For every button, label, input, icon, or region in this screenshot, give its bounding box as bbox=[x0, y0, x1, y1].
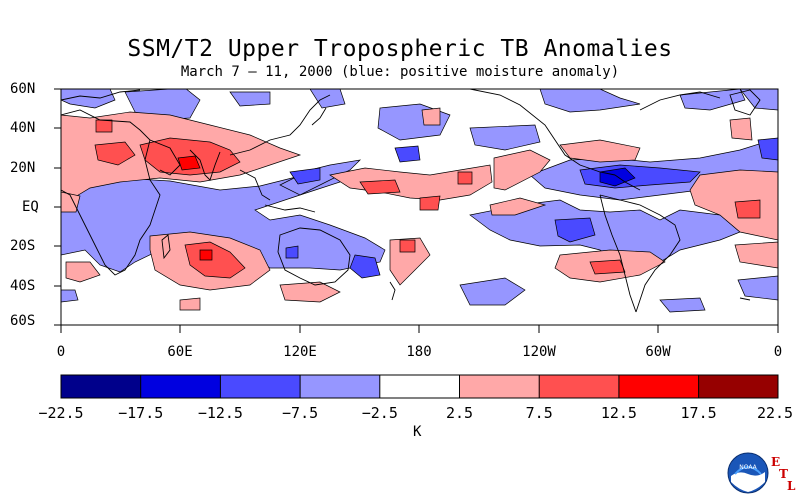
lon-label: 60W bbox=[645, 344, 671, 360]
lat-label: EQ bbox=[22, 199, 39, 215]
lat-label: 20N bbox=[10, 160, 36, 176]
colorbar-swatch bbox=[618, 375, 699, 398]
lat-label: 40S bbox=[10, 278, 36, 294]
colorbar-swatch bbox=[300, 375, 380, 398]
colorbar-unit-label: K bbox=[413, 424, 422, 440]
lon-label: 0 bbox=[773, 344, 783, 360]
etl-letter: L bbox=[787, 479, 796, 493]
noaa-logo-icon: NOAA bbox=[727, 452, 769, 494]
colorbar-tick-label: −2.5 bbox=[361, 404, 398, 422]
lon-label: 180 bbox=[406, 344, 432, 360]
lat-label: 60S bbox=[10, 313, 36, 329]
colorbar-tick-label: 2.5 bbox=[445, 404, 474, 422]
colorbar-swatch bbox=[140, 375, 221, 398]
colorbar-swatch bbox=[220, 375, 301, 398]
lat-label: 40N bbox=[10, 120, 36, 136]
colorbar-swatch bbox=[539, 375, 619, 398]
map-subtitle: March 7 – 11, 2000 (blue: positive moist… bbox=[180, 64, 620, 80]
lon-label: 120W bbox=[522, 344, 556, 360]
colorbar bbox=[60, 374, 779, 399]
noaa-logo-text: NOAA bbox=[739, 464, 757, 471]
colorbar-tick-label: 7.5 bbox=[525, 404, 553, 422]
colorbar-tick-label: −12.5 bbox=[197, 404, 243, 422]
colorbar-tick-label: −22.5 bbox=[38, 404, 84, 422]
colorbar-tick-label: 17.5 bbox=[680, 404, 717, 422]
lon-label: 0 bbox=[56, 344, 66, 360]
etl-letter: T bbox=[779, 467, 788, 481]
lon-label: 60E bbox=[167, 344, 193, 360]
colorbar-tick-label: −7.5 bbox=[282, 404, 319, 422]
colorbar-swatch bbox=[379, 375, 460, 398]
lat-label: 20S bbox=[10, 238, 36, 254]
colorbar-swatch bbox=[61, 375, 141, 398]
colorbar-swatch bbox=[698, 375, 778, 398]
colorbar-tick-label: −17.5 bbox=[118, 404, 164, 422]
colorbar-swatch bbox=[459, 375, 540, 398]
lon-label: 120E bbox=[283, 344, 317, 360]
lat-label: 60N bbox=[10, 81, 36, 97]
etl-letter: E bbox=[771, 455, 781, 469]
colorbar-tick-label: 22.5 bbox=[756, 404, 794, 422]
anomaly-field bbox=[61, 89, 778, 325]
colorbar-tick-label: 12.5 bbox=[600, 404, 637, 422]
map-title: SSM/T2 Upper Tropospheric TB Anomalies bbox=[127, 36, 673, 62]
